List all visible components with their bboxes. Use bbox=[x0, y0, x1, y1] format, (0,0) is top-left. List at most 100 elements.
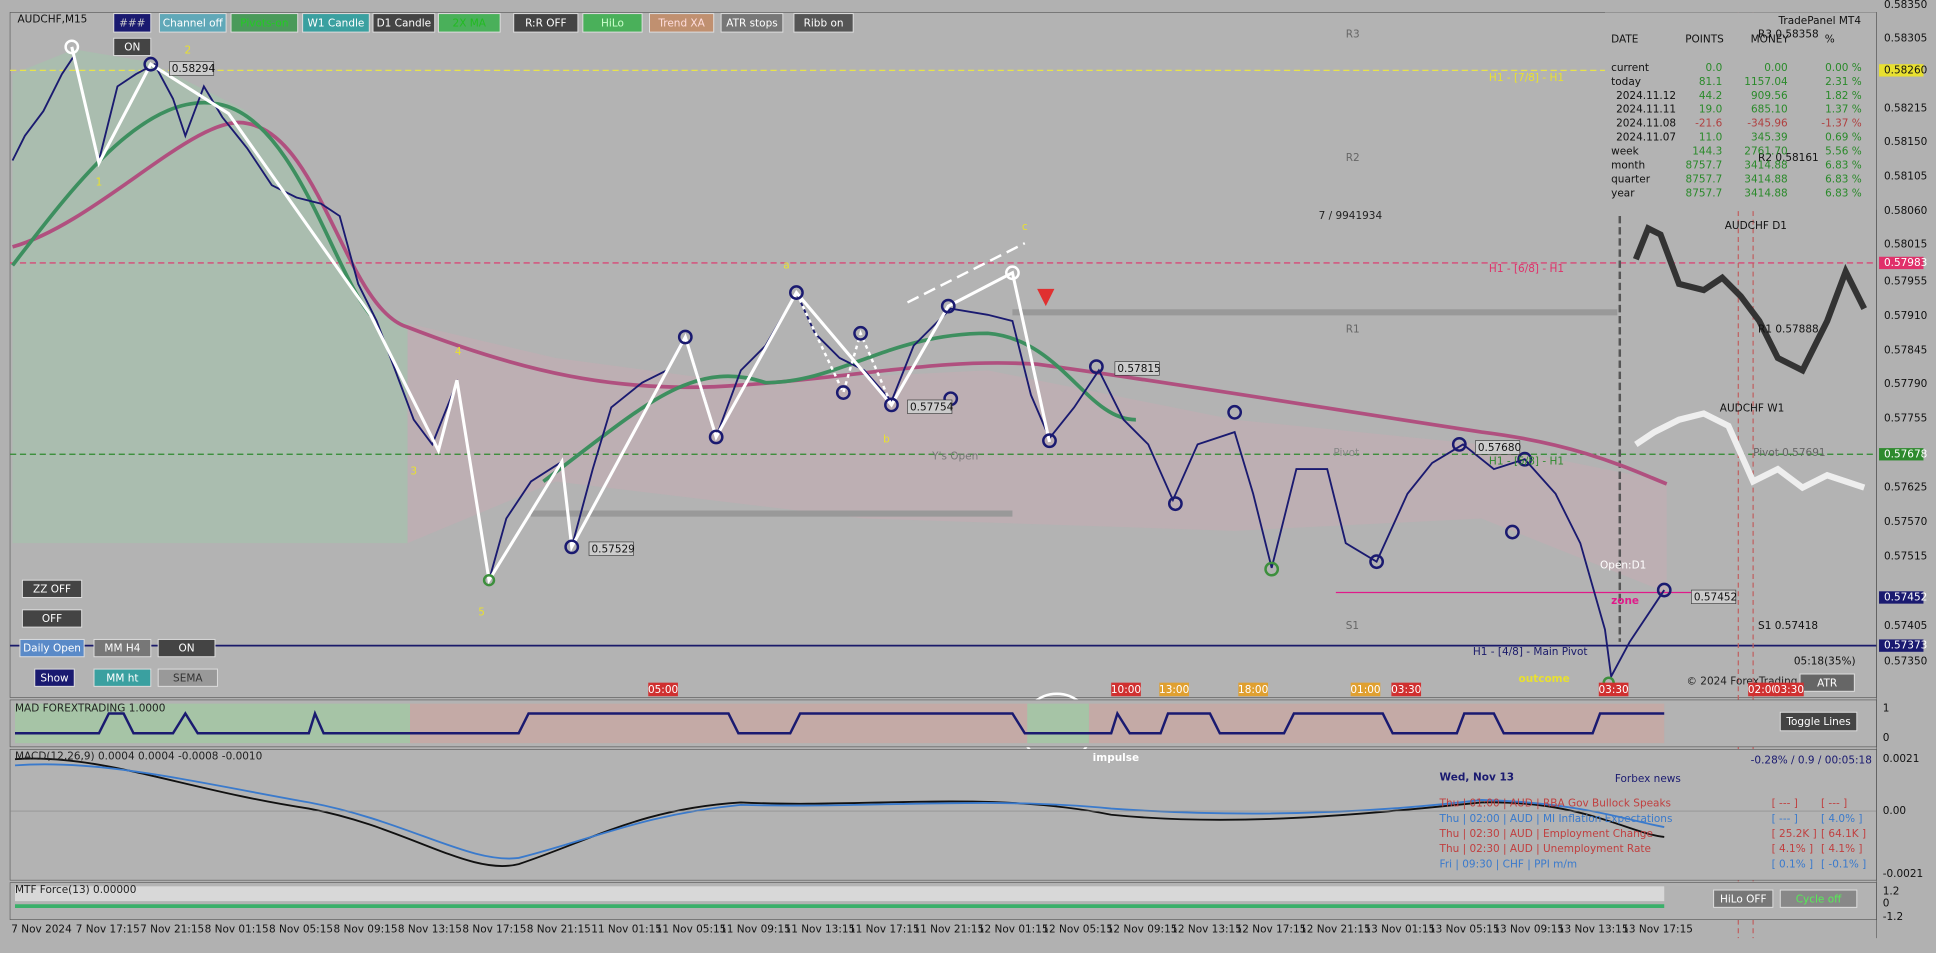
left-button: MM ht bbox=[106, 672, 138, 684]
table-cell: 3414.88 bbox=[1744, 173, 1787, 185]
wave-label: 5 bbox=[478, 606, 485, 618]
toolbar-button-bg[interactable] bbox=[158, 13, 227, 33]
hilo-button: HiLo OFF bbox=[1720, 893, 1767, 905]
left-button-bg[interactable] bbox=[93, 668, 152, 687]
table-cell: 81.1 bbox=[1699, 76, 1722, 88]
left-button-bg[interactable] bbox=[21, 609, 83, 628]
level-label: S1 bbox=[1346, 620, 1359, 632]
impulse-label: impulse bbox=[1093, 752, 1139, 764]
toolbar-button: HiLo bbox=[601, 17, 624, 29]
wave-label: a bbox=[783, 259, 789, 271]
time-label: 7 Nov 17:15 bbox=[76, 924, 140, 936]
news-item: Thu | 02:00 | AUD | MI Inflation Expecta… bbox=[1439, 813, 1673, 825]
price-label: 0.57755 bbox=[1884, 412, 1927, 424]
table-cell: 19.0 bbox=[1699, 104, 1722, 116]
price-highlight bbox=[1879, 591, 1924, 604]
toolbar-button-bg[interactable] bbox=[513, 13, 579, 33]
level-label: H1 - [4/8] - Main Pivot bbox=[1473, 646, 1588, 658]
time-label: 13 Nov 01:15 bbox=[1365, 924, 1436, 936]
left-button-bg[interactable] bbox=[34, 668, 75, 687]
session-bg bbox=[1774, 682, 1804, 697]
r2-value: R2 0.58161 bbox=[1758, 152, 1819, 164]
macd-line bbox=[14, 757, 1665, 867]
table-cell: year bbox=[1611, 187, 1635, 199]
session-label: 18:00 bbox=[1238, 684, 1268, 696]
session-label: 03:30 bbox=[1774, 684, 1804, 696]
signal-line bbox=[14, 763, 1665, 860]
table-cell: 685.10 bbox=[1751, 104, 1788, 116]
axis-label: 0.0021 bbox=[1883, 753, 1920, 765]
axis-label: 1.2 bbox=[1883, 885, 1900, 897]
session-label: 10:00 bbox=[1111, 684, 1141, 696]
session-label: 05:00 bbox=[648, 684, 678, 696]
time-label: 12 Nov 05:15 bbox=[1042, 924, 1113, 936]
table-header: MONEY bbox=[1751, 34, 1790, 46]
left-button-bg[interactable] bbox=[19, 638, 85, 658]
session-label: 01:00 bbox=[1350, 684, 1380, 696]
tradepanel: TradePanel MT4 bbox=[1778, 15, 1862, 27]
phase-green bbox=[15, 703, 411, 744]
session-bg bbox=[1238, 682, 1268, 697]
left-button-bg[interactable] bbox=[157, 638, 216, 658]
session-bg bbox=[1598, 682, 1629, 697]
table-cell: 3414.88 bbox=[1744, 187, 1787, 199]
axis-label: -1.2 bbox=[1883, 911, 1903, 923]
wave-label: 2 bbox=[184, 45, 191, 57]
session-label: 03:30 bbox=[1391, 684, 1421, 696]
on-button-bg[interactable] bbox=[113, 37, 152, 57]
toolbar-button-bg[interactable] bbox=[437, 13, 501, 33]
price-tag: 0.57452 bbox=[1694, 591, 1737, 603]
cycle-button-bg[interactable] bbox=[1779, 889, 1858, 908]
time-label: 8 Nov 05:15 bbox=[269, 924, 333, 936]
time-label: 12 Nov 21:15 bbox=[1300, 924, 1371, 936]
axis-label: 0 bbox=[1883, 898, 1890, 910]
time-label: 11 Nov 09:15 bbox=[720, 924, 791, 936]
level-label: R1 bbox=[1346, 324, 1360, 336]
table-cell: 1.82 % bbox=[1825, 90, 1862, 102]
phase-red bbox=[410, 703, 1028, 744]
price-tag: 0.57529 bbox=[591, 543, 634, 555]
time-label: 11 Nov 21:15 bbox=[913, 924, 984, 936]
table-cell: -345.96 bbox=[1747, 118, 1788, 130]
hilo-button-bg[interactable] bbox=[1713, 889, 1774, 908]
toolbar-button-bg[interactable] bbox=[793, 13, 854, 33]
toolbar-button-bg[interactable] bbox=[372, 13, 436, 33]
price-label: 0.57350 bbox=[1884, 656, 1927, 668]
price-label: 0.57845 bbox=[1884, 345, 1927, 357]
toolbar-button-bg[interactable] bbox=[302, 13, 370, 33]
news-date: Wed, Nov 13 bbox=[1440, 772, 1515, 784]
toolbar-button-bg[interactable] bbox=[720, 13, 784, 33]
toolbar-button-bg[interactable] bbox=[649, 13, 715, 33]
toggle-button-bg[interactable] bbox=[1779, 711, 1858, 732]
left-button-bg[interactable] bbox=[93, 638, 152, 658]
news-value: [ --- ] bbox=[1821, 798, 1847, 810]
level-label: H1 - [7/8] - H1 bbox=[1489, 72, 1564, 84]
toolbar-button-bg[interactable] bbox=[230, 13, 299, 33]
left-button-bg[interactable] bbox=[157, 668, 218, 687]
toolbar-button-bg[interactable] bbox=[582, 13, 643, 33]
toolbar-button: D1 Candle bbox=[377, 17, 431, 29]
left-button: Show bbox=[40, 672, 69, 684]
price-highlight bbox=[1879, 64, 1924, 77]
price-label: 0.57452 bbox=[1884, 591, 1927, 603]
table-cell: 0.0 bbox=[1706, 62, 1723, 74]
change-label: -0.28% / 0.9 / 00:05:18 bbox=[1751, 754, 1872, 766]
session-bg bbox=[648, 682, 678, 697]
note: 7 / 9941934 bbox=[1319, 210, 1383, 222]
table-cell: 11.0 bbox=[1699, 132, 1722, 144]
s1-value: S1 0.57418 bbox=[1758, 620, 1818, 632]
left-button-bg[interactable] bbox=[21, 579, 83, 598]
toolbar-button-bg[interactable] bbox=[113, 13, 152, 33]
indicator-title: MTF Force(13) 0.00000 bbox=[15, 884, 136, 896]
left-button: Daily Open bbox=[23, 643, 81, 655]
wave-label: b bbox=[883, 433, 890, 445]
table-header: POINTS bbox=[1685, 34, 1724, 46]
toolbar-button: Trend XA bbox=[657, 17, 705, 29]
level-label: R2 bbox=[1346, 152, 1360, 164]
time-label: 13 Nov 09:15 bbox=[1493, 924, 1564, 936]
table-cell: 345.39 bbox=[1751, 132, 1788, 144]
axis-label: 0 bbox=[1883, 732, 1890, 744]
price-tag-bg bbox=[168, 61, 215, 76]
time-label: 7 Nov 21:15 bbox=[140, 924, 204, 936]
